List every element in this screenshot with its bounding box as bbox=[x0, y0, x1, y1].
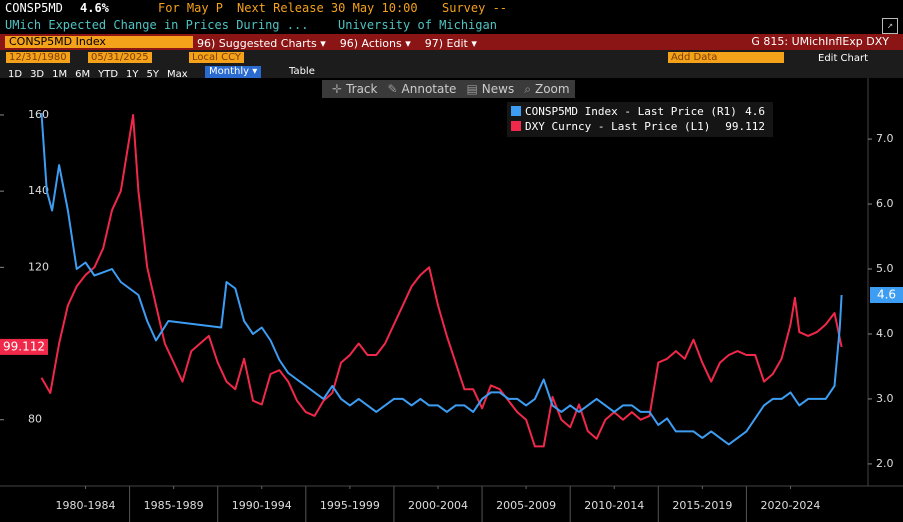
x-tick-label: 2020-2024 bbox=[760, 499, 820, 512]
menu-item[interactable]: 96) Suggested Charts ▾ bbox=[197, 37, 326, 50]
menu-item[interactable]: 96) Actions ▾ bbox=[339, 37, 411, 50]
range-button[interactable]: 6M bbox=[75, 69, 91, 80]
x-tick-label: 1980-1984 bbox=[56, 499, 116, 512]
y-tick-label: 120 bbox=[28, 260, 49, 273]
source: University of Michigan bbox=[338, 18, 497, 32]
legend: CONSP5MD Index - Last Price (R1) 4.6 DXY C… bbox=[507, 102, 773, 137]
ticker: CONSP5MD bbox=[5, 1, 63, 15]
legend-entry: CONSP5MD Index - Last Price (R1) 4.6 bbox=[511, 105, 769, 119]
chart-tools: ✛ Track ✎ Annotate ▤ News ⌕ Zoom bbox=[322, 80, 575, 98]
last-value-badge bbox=[870, 286, 903, 303]
tool-button[interactable]: Annotate bbox=[401, 82, 457, 96]
tool-icon: ✛ bbox=[332, 82, 343, 96]
currency[interactable]: Local CCY bbox=[189, 52, 244, 63]
menu-item[interactable]: 97) Edit ▾ bbox=[424, 37, 477, 50]
range-button[interactable]: YTD bbox=[98, 69, 119, 80]
ranges: 1D 3D 1M 6M YTD 1Y 5Y Max bbox=[8, 66, 196, 80]
x-tick-label: 2005-2009 bbox=[496, 499, 556, 512]
y-tick-label: 160 bbox=[28, 108, 49, 121]
add-data[interactable]: Add Data bbox=[668, 52, 784, 63]
security-box[interactable]: CONSP5MD Index bbox=[5, 36, 193, 48]
x-tick-label: 2010-2014 bbox=[584, 499, 644, 512]
badges: 4.6 99.112 bbox=[0, 286, 903, 355]
description: UMich Expected Change in Prices During .… bbox=[5, 18, 309, 32]
legend-label: CONSP5MD Index - Last Price (R1) bbox=[525, 105, 737, 118]
series-line bbox=[40, 114, 843, 448]
table-button[interactable]: Table bbox=[289, 66, 315, 77]
tool-button[interactable]: Zoom bbox=[534, 82, 570, 96]
frequency[interactable]: Monthly ▾ bbox=[205, 66, 262, 78]
x-tick-label: 2015-2019 bbox=[672, 499, 732, 512]
y2-tick-label: 5.0 bbox=[876, 262, 894, 275]
y2-tick-label: 6.0 bbox=[876, 197, 894, 210]
tool-button[interactable]: Track bbox=[346, 82, 378, 96]
last-value-badge bbox=[0, 338, 48, 355]
y2-tick-label: 4.0 bbox=[876, 327, 894, 340]
range-button[interactable]: 3D bbox=[30, 69, 45, 80]
export-icon[interactable]: ↗ bbox=[882, 18, 898, 34]
last-value-label: 4.6 bbox=[877, 287, 896, 301]
last-value: 4.6% bbox=[80, 1, 109, 15]
menu-bar: CONSP5MD Index 96) Suggested Charts ▾ 96)… bbox=[0, 34, 903, 50]
range-button[interactable]: 5Y bbox=[146, 69, 160, 80]
x-tick-label: 1985-1989 bbox=[144, 499, 204, 512]
y2-tick-label: 2.0 bbox=[876, 457, 894, 470]
y-tick-label: 140 bbox=[28, 184, 49, 197]
start-date[interactable]: 12/31/1980 bbox=[6, 52, 70, 63]
series-line bbox=[40, 113, 843, 446]
next-release: Next Release 30 May 10:00 bbox=[237, 1, 418, 15]
x-tick-label: 2000-2004 bbox=[408, 499, 468, 512]
range-button[interactable]: 1D bbox=[8, 69, 23, 80]
legend-value: 99.112 bbox=[725, 120, 765, 133]
tool-icon: ✎ bbox=[387, 82, 398, 96]
x-tick-label: 1995-1999 bbox=[320, 499, 380, 512]
last-value-label: 99.112 bbox=[3, 339, 45, 353]
chart-id: G 815: UMichInflExp DXY bbox=[751, 35, 889, 48]
tool-icon: ▤ bbox=[466, 82, 478, 96]
range-button[interactable]: Max bbox=[167, 69, 188, 80]
survey: Survey -- bbox=[442, 1, 508, 15]
legend-entry: DXY Curncy - Last Price (L1) 99.112 bbox=[511, 120, 769, 134]
axes: 80 120 140 160 2.0 3.0 4.0 5.0 6.0 7.0 1980-1984 19… bbox=[0, 108, 894, 522]
tool-button[interactable]: News bbox=[481, 82, 515, 96]
legend-value: 4.6 bbox=[745, 105, 765, 118]
range-button[interactable]: 1Y bbox=[126, 69, 139, 80]
y2-tick-label: 7.0 bbox=[876, 132, 894, 145]
tool-icon: ⌕ bbox=[524, 82, 531, 96]
edit-chart[interactable]: Edit Chart bbox=[818, 53, 869, 64]
x-tick-label: 1990-1994 bbox=[232, 499, 292, 512]
legend-swatch bbox=[511, 106, 521, 116]
legend-label: DXY Curncy - Last Price (L1) bbox=[525, 120, 711, 133]
plot-background bbox=[0, 78, 903, 522]
lines bbox=[40, 113, 843, 448]
y2-tick-label: 3.0 bbox=[876, 392, 894, 405]
end-date[interactable]: 05/31/2025 bbox=[88, 52, 152, 63]
period: For May P bbox=[158, 1, 224, 15]
toolbar: 12/31/1980 05/31/2025 Local CCY Add Data… bbox=[0, 50, 903, 80]
y-tick-label: 80 bbox=[28, 413, 42, 426]
range-button[interactable]: 1M bbox=[52, 69, 68, 80]
legend-swatch bbox=[511, 121, 521, 131]
menu: 96) Suggested Charts ▾ 96) Actions ▾ 97) E… bbox=[197, 36, 491, 50]
